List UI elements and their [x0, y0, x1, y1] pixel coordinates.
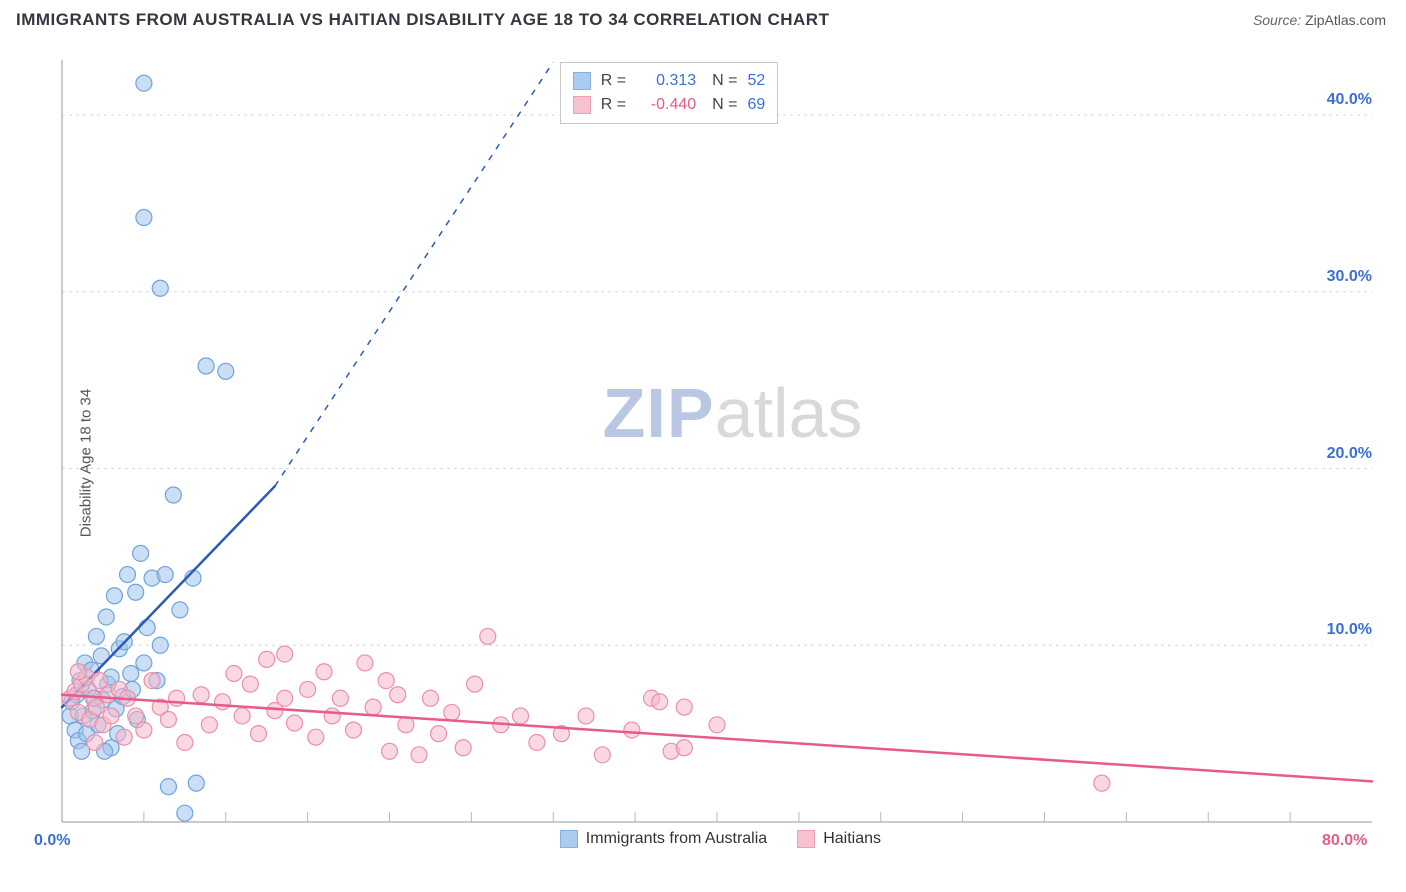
r-label: R = [601, 96, 626, 114]
legend-label: Immigrants from Australia [586, 830, 767, 848]
source-label: Source: [1253, 12, 1301, 28]
x-origin-label: 0.0% [34, 832, 70, 850]
chart-title: IMMIGRANTS FROM AUSTRALIA VS HAITIAN DIS… [16, 10, 829, 30]
r-label: R = [601, 72, 626, 90]
y-tick-label: 30.0% [1312, 268, 1372, 286]
r-value: 0.313 [636, 72, 696, 90]
y-axis-label: Disability Age 18 to 34 [78, 389, 95, 537]
chart-area: Disability Age 18 to 34 ZIPatlas 10.0%20… [16, 44, 1394, 882]
n-value: 52 [747, 72, 765, 90]
legend-swatch [560, 830, 578, 848]
legend-swatch [573, 96, 591, 114]
legend-swatch [797, 830, 815, 848]
legend-row: R = 0.313 N = 52 [573, 69, 765, 93]
legend-label: Haitians [823, 830, 881, 848]
n-value: 69 [747, 96, 765, 114]
series [62, 628, 1110, 791]
x-max-label: 80.0% [1322, 832, 1367, 850]
series-legend: Immigrants from Australia Haitians [560, 830, 881, 848]
correlation-legend: R = 0.313 N = 52 R = -0.440 N = 69 [560, 62, 778, 124]
legend-row: R = -0.440 N = 69 [573, 93, 765, 117]
source-value: ZipAtlas.com [1305, 12, 1386, 28]
legend-item: Haitians [797, 830, 881, 848]
source: Source: ZipAtlas.com [1253, 12, 1386, 28]
r-value: -0.440 [636, 96, 696, 114]
n-label: N = [712, 72, 737, 90]
y-tick-label: 40.0% [1312, 91, 1372, 109]
scatter-plot [16, 44, 1394, 882]
y-tick-label: 20.0% [1312, 445, 1372, 463]
legend-item: Immigrants from Australia [560, 830, 767, 848]
legend-swatch [573, 72, 591, 90]
y-tick-label: 10.0% [1312, 621, 1372, 639]
n-label: N = [712, 96, 737, 114]
